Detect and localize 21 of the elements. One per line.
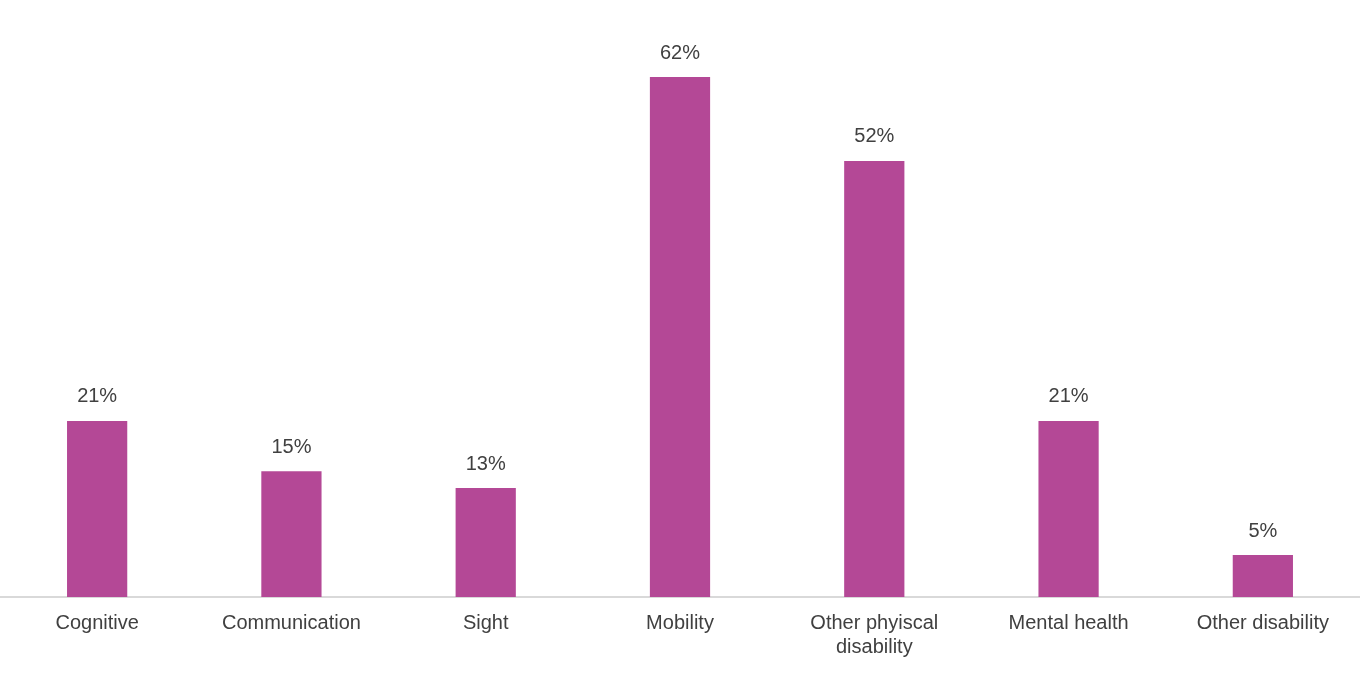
x-tick-label: Mobility [646, 610, 714, 633]
bar [649, 77, 711, 597]
bar [67, 420, 128, 597]
data-label: 15% [271, 434, 312, 457]
bar [844, 160, 905, 597]
x-tick-label: Other phyiscal disability [810, 610, 939, 657]
data-label: 62% [659, 40, 701, 63]
x-tick-label: Communication [221, 610, 361, 633]
data-label: 21% [77, 384, 118, 407]
data-label: 52% [854, 124, 895, 147]
bar [1038, 420, 1099, 597]
data-label: 21% [1048, 384, 1089, 407]
bar [455, 487, 516, 597]
x-tick-label: Mental health [1008, 610, 1129, 633]
bar [261, 471, 322, 597]
x-tick-label: Other disability [1196, 610, 1329, 633]
data-label: 13% [465, 451, 506, 474]
data-label: 5% [1248, 518, 1278, 541]
bar [1232, 555, 1293, 597]
x-tick-label: Cognitive [55, 610, 139, 633]
x-tick-label: Sight [462, 610, 509, 633]
